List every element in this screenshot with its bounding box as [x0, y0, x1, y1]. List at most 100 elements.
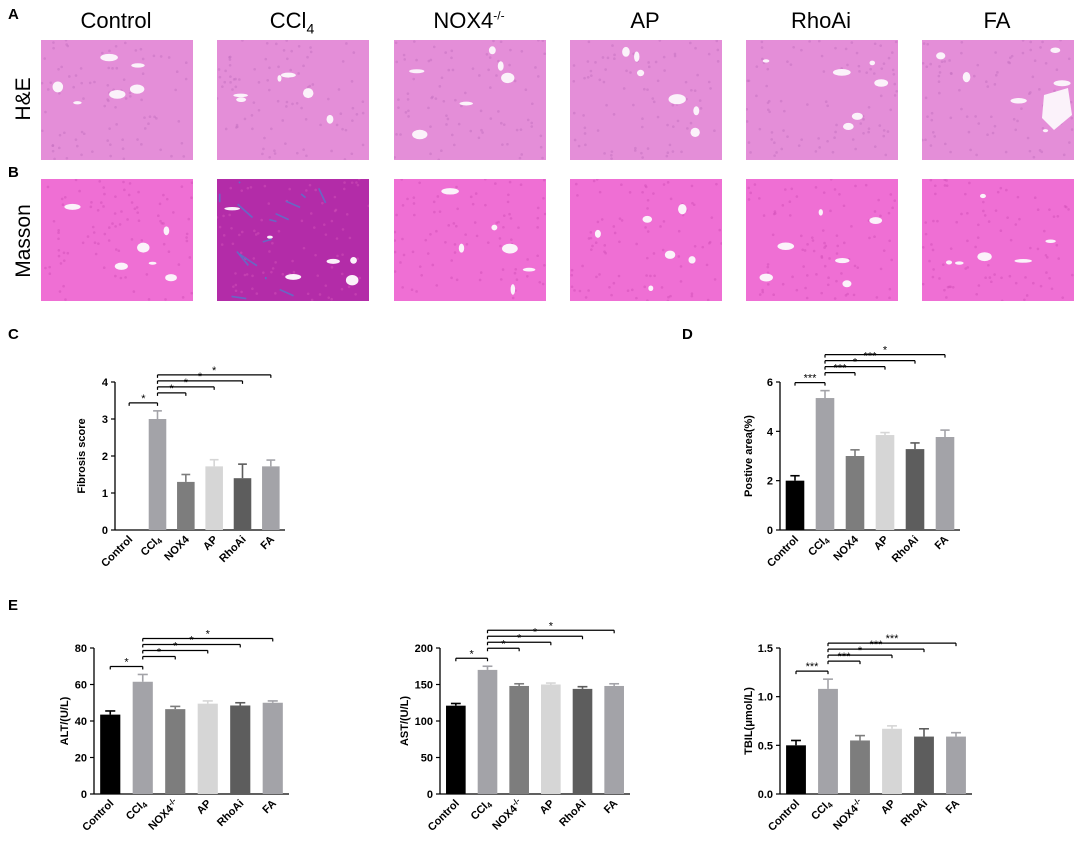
column-header-nox4-superscript: -/-: [493, 8, 505, 23]
y-tick-label: 4: [767, 426, 774, 438]
x-tick-label: Control: [765, 534, 801, 570]
x-tick-label-subscript: 4: [822, 536, 832, 546]
row-label-he: H&E: [12, 77, 35, 121]
y-tick-label: 1: [102, 488, 108, 500]
significance-label: *: [206, 628, 211, 640]
y-tick-label: 100: [415, 716, 433, 728]
bar-nox4: [177, 481, 195, 530]
chart-positive-area: 0 2 4 6 Postive area(%) Control CCl4 NOX4 APRhoA…: [743, 345, 960, 570]
x-tick-label: AP: [538, 798, 557, 817]
micrograph-masson-4: [746, 179, 898, 301]
significance-label: *: [883, 345, 888, 357]
x-tick-label: FA: [602, 798, 620, 816]
micrograph-he-1: [217, 40, 369, 160]
x-tick-label-subscript: 4: [155, 536, 165, 546]
x-tick-label: CCl4: [806, 533, 832, 559]
bar-rhoai: [905, 449, 925, 530]
x-tick-label: RhoAi: [215, 798, 246, 829]
bar-nox4: [165, 709, 186, 794]
y-tick-label: 60: [75, 680, 87, 692]
bar-ap: [875, 435, 895, 530]
bar-ccl4: [132, 681, 153, 794]
significance-label: *: [533, 626, 538, 638]
significance-label: *: [189, 634, 194, 646]
bar-ap: [197, 703, 218, 794]
x-tick-label: AP: [201, 534, 220, 553]
y-tick-label: 4: [102, 377, 109, 389]
y-tick-label: 0: [81, 789, 87, 801]
significance-label: *: [858, 645, 863, 657]
column-header-fa-text: FA: [983, 8, 1011, 33]
micrograph-masson-1: [217, 179, 369, 301]
micrograph-he-0: [41, 40, 193, 160]
significance-label: *: [157, 646, 162, 658]
significance-label: *: [549, 620, 554, 632]
x-tick-label: AP: [879, 798, 898, 817]
micrograph-masson-0: [41, 179, 193, 301]
y-tick-label: 3: [102, 414, 108, 426]
significance-label: *: [141, 393, 146, 405]
x-tick-label: RhoAi: [557, 798, 588, 829]
column-header-nox4: NOX4-/-: [394, 8, 544, 34]
x-tick-label: NOX4-/-: [489, 796, 526, 833]
bar-nox4: [845, 456, 865, 530]
column-header-ccl4-subscript: 4: [306, 20, 315, 37]
bar-fa: [262, 702, 283, 794]
x-tick-label: Control: [426, 798, 462, 834]
column-header-rhoai: RhoAi: [746, 8, 896, 34]
x-tick-label: RhoAi: [899, 798, 930, 829]
significance-label: *: [212, 365, 217, 377]
y-tick-label: 0: [102, 525, 108, 537]
bar-control: [785, 480, 805, 530]
x-tick-label-superscript: -/-: [510, 796, 522, 808]
y-tick-label: 0.5: [758, 740, 773, 752]
column-header-ap: AP: [570, 8, 720, 34]
x-tick-label: RhoAi: [217, 534, 248, 565]
x-tick-label-superscript: -/-: [851, 796, 863, 808]
significance-label: ***: [806, 661, 820, 673]
panel-letter-b: B: [8, 164, 19, 181]
y-axis-label: AST/(U/L): [399, 696, 411, 746]
significance-label: ***: [886, 633, 900, 645]
bar-rhoai: [914, 736, 934, 794]
y-tick-label: 0: [767, 525, 773, 537]
x-tick-label: FA: [944, 798, 962, 816]
y-tick-label: 150: [415, 680, 433, 692]
bar-fa: [935, 437, 955, 530]
micrograph-masson-5: [922, 179, 1074, 301]
column-header-control-text: Control: [80, 8, 152, 33]
bar-rhoai: [233, 478, 252, 530]
bar-ap: [882, 728, 902, 794]
y-axis-label: Fibrosis score: [76, 418, 88, 493]
significance-label: *: [170, 383, 175, 395]
y-tick-label: 50: [421, 753, 433, 765]
significance-label: *: [173, 640, 178, 652]
x-tick-label: CCl4: [124, 797, 150, 823]
column-header-control: Control: [41, 8, 191, 34]
x-tick-label: FA: [259, 534, 277, 552]
significance-label: *: [517, 632, 522, 644]
bar-rhoai: [230, 705, 251, 794]
x-tick-label: NOX4-/-: [830, 796, 867, 833]
bar-nox4: [509, 685, 529, 794]
panel-letter-e: E: [8, 597, 19, 614]
bar-fa: [262, 466, 280, 530]
column-header-rhoai-text: RhoAi: [791, 8, 851, 33]
significance-label: ***: [804, 373, 818, 385]
bar-ap: [205, 466, 223, 530]
x-tick-label: RhoAi: [890, 534, 921, 565]
y-tick-label: 1.5: [758, 643, 773, 655]
significance-label: *: [501, 638, 506, 650]
significance-label: ***: [870, 639, 884, 651]
panel-letter-c: C: [8, 326, 19, 343]
column-header-fa: FA: [922, 8, 1072, 34]
x-tick-label: NOX4: [162, 533, 192, 563]
bar-ap: [541, 684, 561, 794]
x-tick-label: NOX4-/-: [145, 796, 182, 833]
bar-control: [100, 714, 121, 794]
panel-letter-d: D: [682, 326, 693, 343]
x-tick-label: CCl4: [809, 797, 835, 823]
micrograph-he-4: [746, 40, 898, 160]
x-tick-label: CCl4: [139, 533, 165, 559]
